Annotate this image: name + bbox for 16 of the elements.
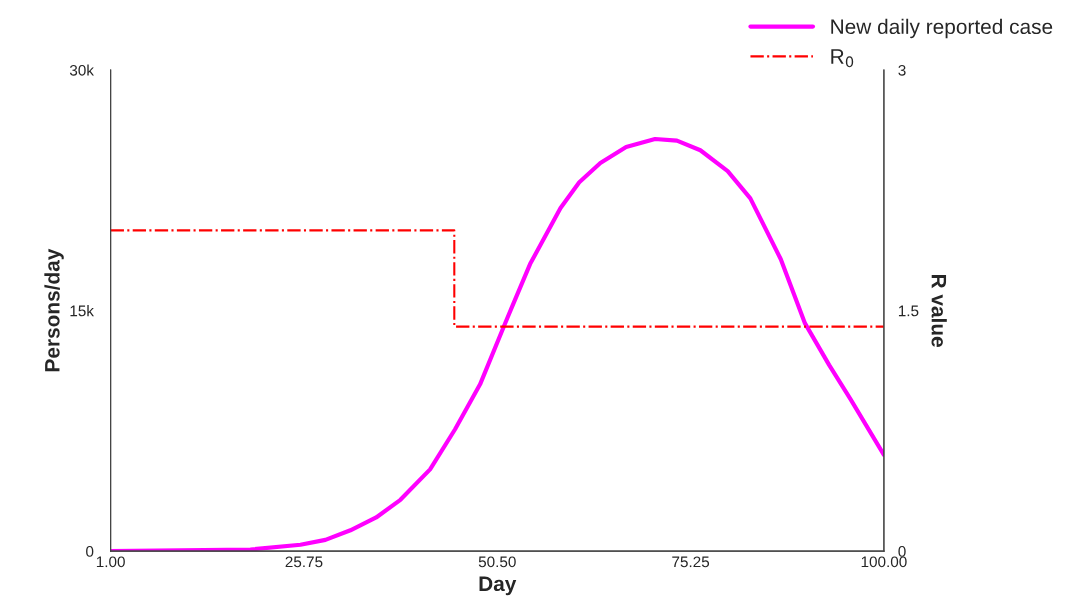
x-tick-label: 50.50 <box>478 556 516 568</box>
y2-tick-label: 1.5 <box>898 305 919 317</box>
x-tick-label: 100.00 <box>861 556 907 568</box>
x-axis-title: Day <box>479 576 517 596</box>
legend-label: R$_{0}$ <box>831 49 854 68</box>
y-tick-label: 0 <box>86 546 94 557</box>
x-tick-label: 75.25 <box>672 556 710 568</box>
x-tick-label: 1.00 <box>96 556 125 568</box>
x-tick-label: 25.75 <box>285 556 323 568</box>
y2-tick-label: 3 <box>898 64 906 76</box>
y2-axis-title: R value <box>931 274 947 347</box>
legend-label: New daily reported case <box>831 18 1053 39</box>
y2-tick-label: 0 <box>898 546 906 557</box>
y-tick-label: 30k <box>69 64 94 76</box>
y-tick-label: 15k <box>70 305 94 317</box>
y-axis-title: Persons/day <box>44 248 64 372</box>
